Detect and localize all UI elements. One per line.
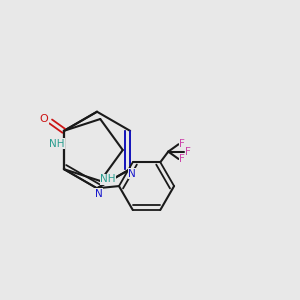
Text: F: F xyxy=(179,154,185,164)
Text: NH: NH xyxy=(49,139,64,148)
Text: N: N xyxy=(94,189,102,199)
Text: F: F xyxy=(185,147,191,157)
Text: F: F xyxy=(179,139,185,149)
Text: N: N xyxy=(128,169,136,178)
Text: NH: NH xyxy=(100,174,116,184)
Text: O: O xyxy=(40,114,49,124)
